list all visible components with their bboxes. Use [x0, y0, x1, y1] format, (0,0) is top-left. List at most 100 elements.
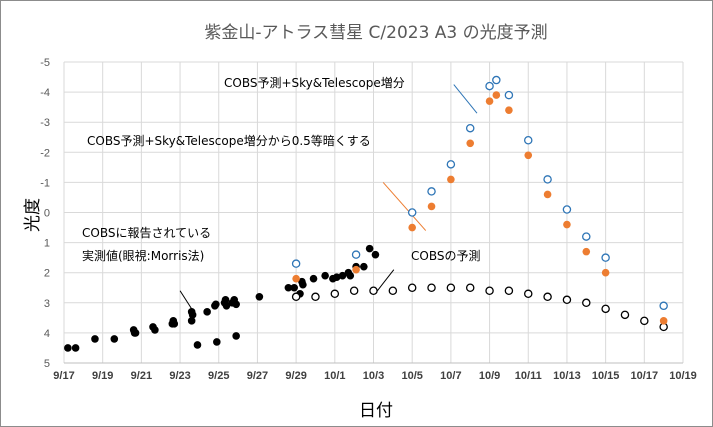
x-tick-label: 9/27	[247, 370, 268, 382]
data-point	[232, 300, 240, 309]
data-point	[284, 283, 293, 292]
leader-line-predicted	[376, 269, 395, 292]
data-point	[466, 139, 475, 148]
annotation-predicted: COBSの予測	[411, 249, 480, 263]
data-point	[212, 300, 220, 309]
data-point	[407, 283, 417, 292]
data-point	[562, 205, 572, 214]
data-point	[360, 262, 368, 271]
x-tick-label: 10/19	[669, 370, 697, 382]
data-point	[311, 292, 320, 302]
annotation-orange: COBS予測+Sky&Telescope増分から0.5等暗くする	[87, 133, 371, 148]
y-tick-label: 3	[44, 298, 50, 310]
data-point	[291, 259, 301, 268]
data-point	[563, 220, 571, 229]
data-point	[369, 286, 378, 296]
annotation-leaders	[179, 84, 478, 314]
data-point	[213, 338, 221, 346]
data-point	[255, 292, 264, 301]
data-point	[110, 335, 119, 343]
y-tick-label: -4	[40, 87, 50, 99]
data-point	[524, 289, 533, 299]
y-tick-label: 1	[44, 238, 50, 250]
y-tick-label: -2	[40, 147, 50, 159]
data-point	[582, 298, 591, 308]
x-tick-label: 10/11	[515, 370, 542, 382]
x-tick-label: 10/9	[479, 370, 500, 382]
x-tick-label: 10/3	[363, 370, 384, 382]
data-point	[524, 136, 533, 145]
data-point	[659, 301, 668, 311]
data-point	[351, 250, 361, 259]
data-point	[601, 304, 610, 314]
y-tick-label: 5	[44, 358, 50, 370]
data-point	[338, 271, 347, 280]
data-point	[620, 310, 630, 320]
x-tick-label: 9/21	[131, 370, 152, 382]
data-point	[427, 187, 436, 196]
y-tick-label: 4	[44, 328, 50, 340]
x-tick-label: 10/17	[631, 370, 659, 382]
data-point	[524, 151, 533, 160]
data-point	[465, 123, 475, 133]
x-axis-label: 日付	[359, 401, 393, 421]
data-point	[221, 295, 230, 304]
x-tick-label: 10/13	[553, 370, 581, 382]
data-point	[332, 273, 341, 282]
data-point	[321, 271, 329, 280]
data-point	[371, 250, 380, 259]
series-2	[291, 75, 668, 311]
data-point	[64, 344, 72, 352]
data-point	[232, 332, 240, 340]
x-tick-label: 10/5	[401, 370, 422, 382]
data-point	[365, 244, 374, 253]
y-tick-label: 2	[44, 268, 50, 280]
data-point	[352, 265, 360, 274]
data-point	[388, 286, 398, 296]
data-point	[407, 208, 417, 217]
data-point	[543, 292, 552, 302]
data-point	[427, 202, 436, 211]
data-point	[188, 311, 197, 319]
y-tick-label: -5	[40, 57, 50, 69]
data-point	[291, 292, 301, 302]
data-point	[465, 283, 475, 292]
data-point	[640, 316, 649, 326]
data-point	[427, 283, 436, 292]
data-point	[170, 320, 179, 328]
data-point	[543, 175, 552, 184]
data-point	[151, 326, 159, 334]
data-point	[485, 81, 494, 91]
x-tick-label: 10/15	[592, 370, 620, 382]
data-point	[601, 268, 610, 277]
data-point	[504, 90, 514, 100]
data-point	[203, 308, 211, 316]
data-point	[193, 341, 202, 349]
series-3	[292, 91, 668, 325]
data-point	[408, 223, 416, 232]
data-point	[543, 190, 552, 199]
y-axis-ticks: -5 -4 -3 -2 -1 0 1 2 3 4 5	[40, 57, 50, 370]
data-point	[330, 289, 340, 299]
data-point	[485, 286, 494, 296]
y-tick-label: -1	[40, 177, 50, 189]
data-point	[492, 91, 501, 99]
annotation-blue: COBS予測+Sky&Telescope増分	[224, 76, 405, 90]
data-point	[299, 280, 307, 289]
data-point	[582, 232, 591, 241]
x-axis-ticks: 9/17 9/19 9/21 9/23 9/25 9/27 9/29 10/1 10/3 10/5…	[53, 370, 696, 382]
series-0	[64, 244, 380, 352]
data-point	[91, 335, 99, 343]
data-point	[349, 286, 359, 296]
data-point	[446, 160, 456, 169]
data-point	[446, 283, 456, 292]
data-point	[659, 317, 668, 325]
chart-title: 紫金山-アトラス彗星 C/2023 A3 の光度予測	[204, 23, 547, 43]
y-tick-label: -3	[40, 117, 50, 129]
data-point	[187, 317, 196, 325]
leader-line-orange	[382, 182, 427, 231]
data-point	[504, 286, 514, 296]
data-point	[447, 175, 455, 184]
leader-line-blue	[453, 84, 478, 114]
series-1	[291, 283, 668, 332]
